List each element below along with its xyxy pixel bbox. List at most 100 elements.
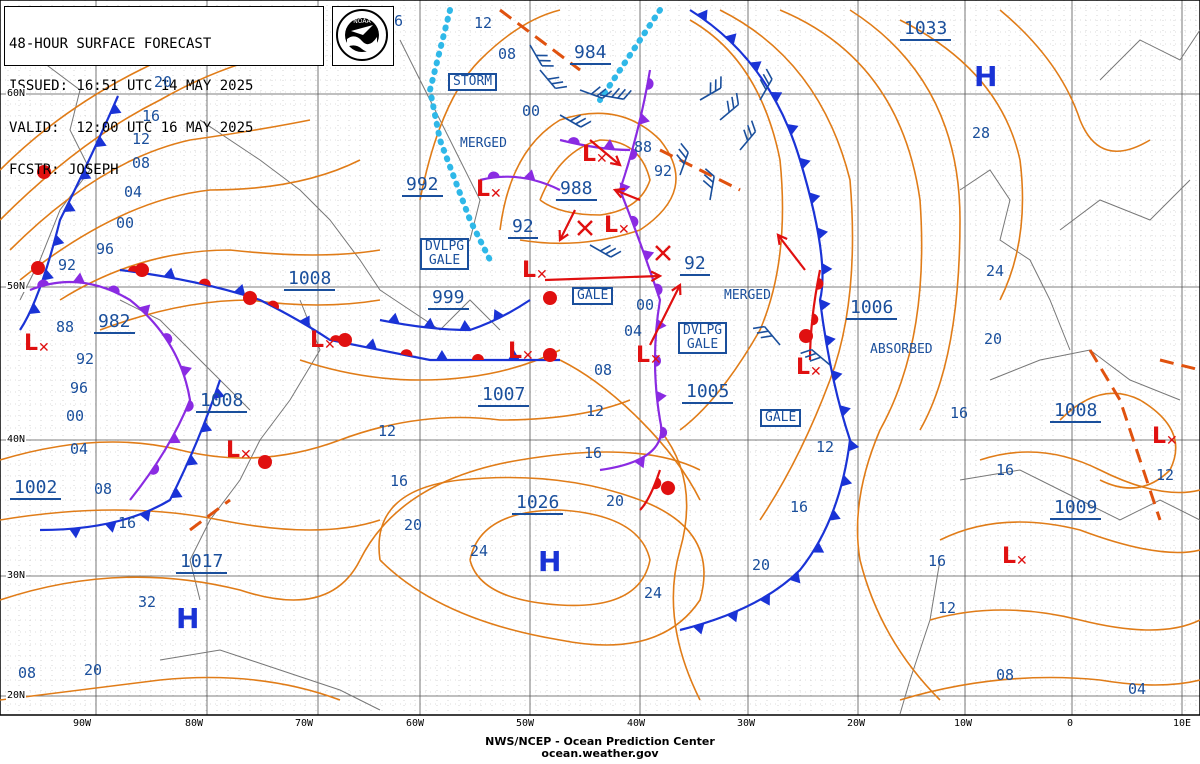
low-pressure-marker: L✕ [1152,424,1178,449]
wind-barb-stroke [750,120,757,132]
wind-barb-stroke [590,86,601,95]
lon-label: 40W [626,718,647,729]
wind-barb [702,168,715,201]
isobar-line [939,521,1200,554]
wind-barb-stroke [762,73,770,85]
merged-label: MERGED [460,136,507,151]
lon-label: 50W [515,718,536,729]
isobar-line [779,9,941,701]
isobar-line [378,476,705,646]
isobar-label: 96 [96,240,115,258]
front-symbol [387,312,400,324]
front-symbol [185,400,194,412]
front-symbol [487,171,500,179]
front-symbol [400,349,413,357]
isobar-line [719,9,854,521]
isobar-label: 32 [138,593,157,611]
wind-barb-stroke [676,154,685,165]
wind-barb-stroke [600,244,611,252]
isobar-label: 20 [984,330,1003,348]
front-symbol [507,350,520,360]
isobar-label: 16 [118,514,137,532]
noaa-logo: NOAA [332,6,394,66]
low-pressure-marker: L✕ [604,213,630,238]
wind-barb-stroke [679,152,689,176]
lat-label: 40N [6,434,27,445]
front-symbol [759,593,770,606]
front-symbol [138,304,151,316]
front-symbol [200,421,213,433]
occluded-front-line [479,175,561,191]
front-symbol [654,283,663,296]
wind-barb-stroke [743,129,749,142]
front-symbol [799,157,811,170]
wind-barb-stroke [703,174,714,183]
isobar-label: 28 [972,124,991,142]
pressure-label: 1026 [512,492,564,515]
front-symbol [749,61,762,73]
wind-barb-stroke [596,88,607,97]
pressure-label: 1002 [10,477,62,500]
front-symbol [692,623,705,635]
lon-label: 20W [846,718,867,729]
isobar-label: 96 [70,379,89,397]
isobar-label: 24 [986,262,1005,280]
low-pressure-marker: L✕ [636,343,662,368]
wind-barb-stroke [555,85,568,90]
trough-line [189,498,231,532]
wind-barb-stroke [551,81,564,85]
front-symbol [243,291,257,305]
wind-barb-stroke [702,179,713,189]
ice-edge-line [597,7,663,103]
developing-gale-box: DVLPG GALE [420,238,470,270]
svg-text:NOAA: NOAA [353,18,371,25]
isobar-label: 16 [584,444,603,462]
motion-arrow-head [776,233,788,246]
wind-barb [579,86,613,99]
future-position-x [577,220,593,236]
front-symbol [299,315,310,328]
motion-arrow-head [558,229,569,243]
isobar-line [0,509,381,531]
low-pressure-marker: L✕ [1002,544,1028,569]
wind-barb-stroke [765,68,773,80]
coastline [399,39,481,261]
wind-barb-stroke [760,335,773,339]
front-symbol [95,136,107,148]
wind-barb-stroke [800,348,812,355]
wind-barb [599,87,632,100]
front-symbol [661,481,675,495]
wind-barb-stroke [719,76,722,89]
front-symbol [267,300,279,310]
lon-label: 80W [184,718,205,729]
front-symbol [811,313,819,326]
isobar-label: 92 [654,162,673,180]
header-issued: ISSUED: 16:51 UTC 14 MAY 2025 [9,78,254,94]
isobar-label: 20 [404,516,423,534]
pressure-label: 1005 [682,381,734,404]
wind-barb-stroke [759,79,767,90]
isobar-label: 00 [116,214,135,232]
trough-line [499,8,581,72]
merged-label: MERGED [724,288,771,303]
lon-label: 90W [72,718,93,729]
low-pressure-marker: L✕ [522,258,548,283]
cold-front-line [679,9,852,632]
front-symbol [848,439,860,452]
wind-barb-stroke [605,247,617,255]
isobar-label: 6 [394,12,404,30]
wind-barb [676,142,689,176]
isobar-label: 92 [58,256,77,274]
front-symbol [139,510,151,522]
coastline [959,469,1200,521]
cold-front-line [379,299,531,332]
front-symbol [135,263,149,277]
isobar-label: 16 [390,472,409,490]
wind-barb-stroke [575,117,587,125]
isobar-line [899,19,1024,301]
wind-barb-stroke [580,120,592,128]
lon-label: 10W [953,718,974,729]
lat-label: 60N [6,88,27,99]
front-symbol [543,348,557,362]
